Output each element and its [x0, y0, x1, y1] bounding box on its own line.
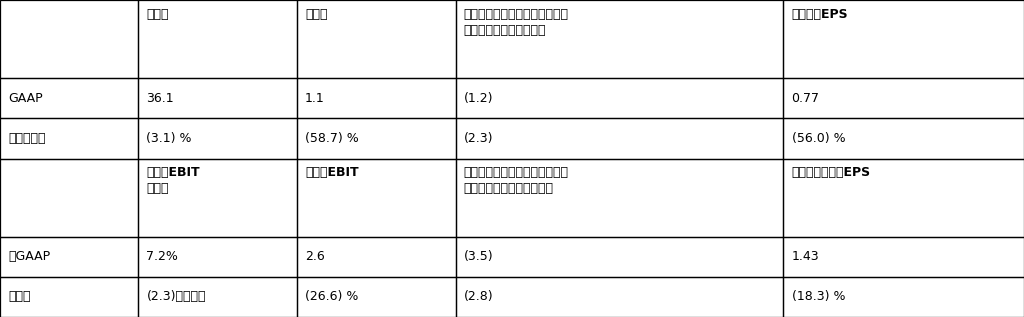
Text: 希薄化後EPS: 希薄化後EPS: [792, 8, 848, 21]
Text: 営業活動からのオートモーティ
ブ・キャッシュ・フロー: 営業活動からのオートモーティ ブ・キャッシュ・フロー: [464, 8, 569, 37]
Bar: [297, 0, 456, 78]
Text: 0.77: 0.77: [792, 92, 819, 105]
Text: 純利益: 純利益: [305, 8, 328, 21]
Bar: [138, 237, 297, 277]
Text: 7.2%: 7.2%: [146, 250, 178, 263]
Bar: [783, 78, 1024, 119]
Bar: [783, 237, 1024, 277]
Bar: [456, 237, 783, 277]
Text: (18.3) %: (18.3) %: [792, 290, 845, 303]
Bar: [456, 78, 783, 119]
Text: 調整後EBIT: 調整後EBIT: [305, 166, 358, 179]
Bar: [0, 277, 138, 317]
Bar: [456, 119, 783, 158]
Text: 前年同期比: 前年同期比: [8, 132, 46, 145]
Text: 36.1: 36.1: [146, 92, 174, 105]
Bar: [783, 0, 1024, 78]
Bar: [297, 78, 456, 119]
Bar: [0, 119, 138, 158]
Bar: [783, 277, 1024, 317]
Text: 希薄化後調整後EPS: 希薄化後調整後EPS: [792, 166, 870, 179]
Text: 非GAAP: 非GAAP: [8, 250, 50, 263]
Bar: [138, 0, 297, 78]
Bar: [0, 158, 138, 237]
Bar: [138, 158, 297, 237]
Text: (1.2): (1.2): [464, 92, 494, 105]
Text: (2.3): (2.3): [464, 132, 494, 145]
Text: 前年比: 前年比: [8, 290, 31, 303]
Text: GAAP: GAAP: [8, 92, 43, 105]
Text: 1.1: 1.1: [305, 92, 325, 105]
Bar: [0, 78, 138, 119]
Text: (3.5): (3.5): [464, 250, 494, 263]
Bar: [456, 158, 783, 237]
Text: (2.3)ポイント: (2.3)ポイント: [146, 290, 206, 303]
Bar: [138, 119, 297, 158]
Text: (3.1) %: (3.1) %: [146, 132, 191, 145]
Text: (56.0) %: (56.0) %: [792, 132, 845, 145]
Bar: [456, 277, 783, 317]
Bar: [138, 78, 297, 119]
Text: 調整後EBIT
利益率: 調整後EBIT 利益率: [146, 166, 200, 195]
Bar: [297, 119, 456, 158]
Bar: [0, 0, 138, 78]
Text: 1.43: 1.43: [792, 250, 819, 263]
Bar: [138, 277, 297, 317]
Bar: [0, 237, 138, 277]
Text: (58.7) %: (58.7) %: [305, 132, 358, 145]
Text: 2.6: 2.6: [305, 250, 325, 263]
Text: 調整後のオートモーティブ・フ
リー・キャッシュ・フロー: 調整後のオートモーティブ・フ リー・キャッシュ・フロー: [464, 166, 569, 195]
Bar: [783, 119, 1024, 158]
Text: (2.8): (2.8): [464, 290, 494, 303]
Bar: [297, 158, 456, 237]
Bar: [456, 0, 783, 78]
Bar: [297, 277, 456, 317]
Text: 売上高: 売上高: [146, 8, 169, 21]
Bar: [297, 237, 456, 277]
Bar: [783, 158, 1024, 237]
Text: (26.6) %: (26.6) %: [305, 290, 358, 303]
